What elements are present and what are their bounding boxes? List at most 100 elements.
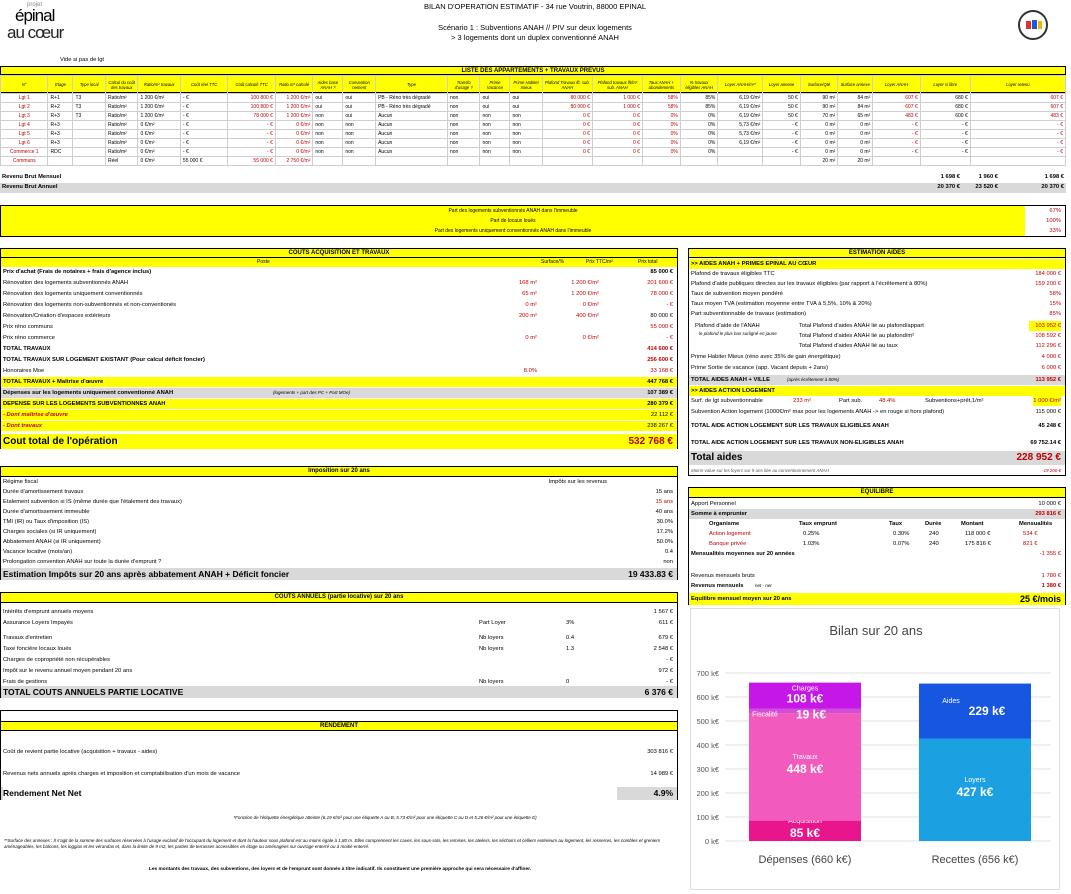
couts-row: Prix réno commerce 0 m² 0 €/m² - € bbox=[1, 333, 677, 343]
apt-cell: non bbox=[312, 129, 344, 139]
couts-row-total: 78 000 € bbox=[650, 291, 673, 297]
chart-segment-name: Charges bbox=[792, 686, 819, 693]
apt-cell: Réel bbox=[104, 156, 139, 166]
apt-cell: 0% bbox=[641, 111, 681, 121]
apport-value: 10 000 € bbox=[1038, 501, 1061, 507]
eq-label: Equilibre mensuel moyen sur 20 ans bbox=[691, 596, 792, 602]
apt-cell: 1 200 €/m² bbox=[274, 93, 314, 103]
apt-cell: 0 € bbox=[591, 120, 643, 130]
chart-segment-name: Fiscalité bbox=[752, 712, 778, 719]
apt-cell: Ratio/m² bbox=[104, 147, 139, 157]
apt-cell: PB - Réno très dégradé bbox=[375, 93, 448, 103]
apt-cell: oui bbox=[509, 93, 543, 103]
mens-label: Mensualités moyennes sur 20 années bbox=[691, 551, 795, 557]
apt-cell: 50 € bbox=[762, 102, 801, 112]
couts-row-prix-m2: 400 €/m² bbox=[576, 313, 599, 319]
apt-col-header: Ratio m² calculé bbox=[274, 75, 314, 94]
impot-row-value: 50.0% bbox=[656, 539, 673, 545]
apt-cell: - € bbox=[179, 147, 229, 157]
apt-cell bbox=[72, 138, 106, 148]
couts-row: - Dont travaux 238 267 € bbox=[1, 421, 677, 431]
couts-row: DEPENSE SUR LES LOGEMENTS SUBVENTIONNES … bbox=[1, 399, 677, 409]
apt-cell: 6,19 €/m² bbox=[717, 138, 764, 148]
apt-cell: R+3 bbox=[47, 120, 74, 130]
impot-row-label: Abbatement ANAH (si IR uniquement) bbox=[3, 539, 101, 545]
apt-cell: 85% bbox=[679, 93, 719, 103]
equi-cell: 175 816 € bbox=[965, 541, 991, 547]
rev-nets-label: Revenus mensuels bbox=[691, 583, 744, 589]
apt-cell: - € bbox=[762, 120, 801, 130]
chart-segment-value: 427 k€ bbox=[957, 785, 994, 799]
apt-cell: non bbox=[446, 102, 481, 112]
annuels-row-value: 679 € bbox=[658, 635, 673, 641]
note-3: Les montants des travaux, des subvention… bbox=[148, 867, 532, 872]
apt-cell: Aucun bbox=[375, 147, 448, 157]
couts-row: Rénovation des logements subventionnés A… bbox=[1, 278, 677, 288]
chart-y-tick: 700 k€ bbox=[696, 669, 719, 678]
total-anah-label: TOTAL AIDES ANAH + VILLE bbox=[691, 377, 770, 383]
annuels-row: Intérêts d'emprunt annuels moyens 1 567 € bbox=[1, 607, 677, 617]
apt-cell bbox=[47, 156, 74, 166]
couts-row-total: 201 600 € bbox=[647, 280, 673, 286]
annuels-row-label: Assurance Loyers Impayés bbox=[3, 620, 73, 626]
apt-cell: 0 €/m² bbox=[274, 129, 314, 139]
r1-value: 303 816 € bbox=[647, 749, 673, 755]
impot-row-label: Durée d'amortissement immeuble bbox=[3, 509, 90, 515]
chart-y-tick: 400 k€ bbox=[696, 741, 719, 750]
apt-cell: 0% bbox=[679, 147, 719, 157]
annuels-row: Charges de copropriété non récupérables -… bbox=[1, 655, 677, 665]
apt-cell: R+1 bbox=[47, 93, 74, 103]
couts-row-total: 280 379 € bbox=[647, 401, 673, 407]
apt-cell: 0 €/m² bbox=[137, 129, 181, 139]
logo-line2: au cœur bbox=[7, 23, 64, 42]
impot-row-value: 30.0% bbox=[656, 519, 673, 525]
apt-cell: non bbox=[509, 111, 543, 121]
apt-cell: 0 €/m² bbox=[274, 120, 314, 130]
apt-cell: Aucun bbox=[375, 111, 448, 121]
chart-bar-segment bbox=[919, 683, 1031, 739]
apt-cell: - € bbox=[919, 129, 971, 139]
aides-row2: Prime Sortie de vacance (app. Vacant dep… bbox=[689, 363, 1065, 373]
apt-cell: 0 m² bbox=[799, 138, 839, 148]
rev-annuel-label: Revenu Brut Annuel bbox=[2, 184, 58, 190]
apt-row: Lgt 3 R+3 T3 Ratio/m² 1 200 €/m² - €78 000 €1… bbox=[0, 111, 1067, 121]
rev-bruts-label: Revenus mensuels bruts bbox=[691, 573, 755, 579]
equi-cell: 118 000 € bbox=[965, 531, 991, 537]
r2-label: Revenus nets annuels après charges et im… bbox=[3, 771, 240, 777]
apt-cell: - € bbox=[179, 129, 229, 139]
couts-row-total: 33 168 € bbox=[650, 368, 673, 374]
apt-cell: 100 800 € bbox=[227, 93, 276, 103]
impot-row: Durée d'amortissement travaux 15 ans bbox=[1, 487, 677, 497]
apt-cell: oui bbox=[342, 102, 377, 112]
apt-cell: 0 € bbox=[591, 138, 643, 148]
apt-cell bbox=[72, 156, 106, 166]
aides-title: ESTIMATION AIDES bbox=[689, 249, 1065, 258]
r2-value: 14 989 € bbox=[650, 771, 673, 777]
couts-row: - Dont maîtrise d'œuvre 22 112 € bbox=[1, 410, 677, 420]
al-total2-label: TOTAL AIDE ACTION LOGEMENT SUR LES TRAVA… bbox=[691, 440, 904, 446]
apt-col-header: Taux ANAH + abondements bbox=[641, 75, 681, 94]
couts-row-total: - € bbox=[666, 302, 673, 308]
couts-row-label: Rénovation des logements uniquement conv… bbox=[3, 291, 143, 297]
equi-cell: 240 bbox=[929, 541, 939, 547]
couts-row-surface: 168 m² bbox=[518, 280, 537, 286]
apt-cell: - € bbox=[227, 138, 276, 148]
report-title: BILAN D'OPERATION ESTIMATIF - 34 rue Vou… bbox=[423, 2, 647, 11]
apt-cell: 0 €/m² bbox=[137, 156, 181, 166]
couts-row-total: 22 112 € bbox=[650, 412, 673, 418]
apt-cell: 0% bbox=[641, 138, 681, 148]
apt-col-header: Loyer ANAH/m²* bbox=[717, 75, 764, 94]
apt-cell: 0 € bbox=[591, 111, 643, 121]
chart-y-tick: 600 k€ bbox=[696, 693, 719, 702]
annuels-row-number: 1.3 bbox=[566, 646, 575, 652]
apt-col-header: Surface/Qté bbox=[799, 75, 839, 94]
r3-value: 4.9% bbox=[653, 788, 673, 798]
equi-cell: Action logement bbox=[709, 531, 751, 537]
plafond-row: Total Plafond d'aides ANAH lié au plafon… bbox=[797, 321, 1065, 331]
aides-row2: Prime Habiter Mieux (réno avec 35% de ga… bbox=[689, 352, 1065, 362]
cout-total-row: Cout total de l'opération 532 768 € bbox=[1, 434, 677, 449]
apt-cell: PB - Réno très dégradé bbox=[375, 102, 448, 112]
apt-cell: - € bbox=[969, 129, 1067, 139]
chart-y-tick: 300 k€ bbox=[696, 765, 719, 774]
couts-row-prix-m2: 1 200 €/m² bbox=[571, 291, 599, 297]
